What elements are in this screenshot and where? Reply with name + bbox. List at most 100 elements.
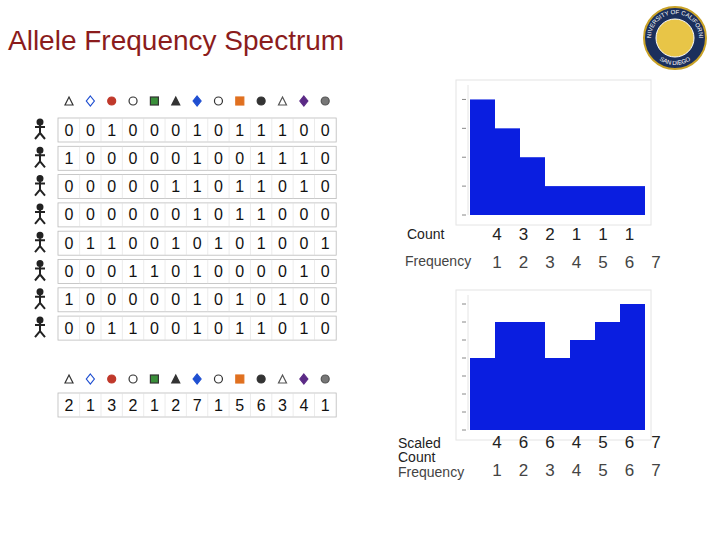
cell-border <box>101 118 102 142</box>
genotype: 1 <box>193 122 202 139</box>
person-head <box>38 204 43 209</box>
genotype: 0 <box>257 263 266 280</box>
genotype: 0 <box>321 320 330 337</box>
genotype: 1 <box>150 263 159 280</box>
count: 1 <box>572 225 581 244</box>
cell-border <box>207 260 208 284</box>
cell-border <box>250 203 251 227</box>
person-icon <box>35 233 45 253</box>
cell-border <box>165 393 166 417</box>
genotype: 0 <box>65 320 74 337</box>
sums-row <box>58 393 336 417</box>
cell-border <box>229 231 230 255</box>
frequency: 2 <box>519 253 528 272</box>
genotype: 1 <box>193 320 202 337</box>
cell-border <box>186 393 187 417</box>
genotype: 0 <box>129 150 138 167</box>
cell-border <box>229 260 230 284</box>
cell-border <box>143 118 144 142</box>
genotype: 1 <box>107 320 116 337</box>
cell-border <box>250 316 251 340</box>
snp-symbol <box>108 375 116 383</box>
genotype: 1 <box>65 291 74 308</box>
cell-border <box>122 175 123 199</box>
column-sum: 1 <box>150 397 159 414</box>
genotype: 1 <box>214 235 223 252</box>
genotype: 0 <box>150 235 159 252</box>
matrix-row <box>58 203 336 227</box>
column-sum: 5 <box>235 397 244 414</box>
person-head <box>38 120 43 125</box>
cell-border <box>229 316 230 340</box>
bar <box>470 358 495 430</box>
person-head <box>38 261 43 266</box>
genotype: 0 <box>65 122 74 139</box>
genotype: 0 <box>214 291 223 308</box>
genotype: 0 <box>278 235 287 252</box>
cell-border <box>314 175 315 199</box>
cell-border <box>314 231 315 255</box>
scaled-count: 7 <box>651 433 660 452</box>
cell-border <box>143 175 144 199</box>
cell-border <box>143 393 144 417</box>
genotype: 0 <box>65 206 74 223</box>
genotype: 1 <box>257 150 266 167</box>
genotype: 1 <box>193 291 202 308</box>
cell-border <box>165 260 166 284</box>
y-tick <box>462 215 466 216</box>
snp-symbol <box>279 97 287 105</box>
cell-border <box>293 118 294 142</box>
genotype: 0 <box>86 206 95 223</box>
column-sum: 6 <box>257 397 266 414</box>
cell-border <box>229 203 230 227</box>
snp-symbol <box>129 375 137 383</box>
genotype: 0 <box>214 206 223 223</box>
bar <box>495 128 520 215</box>
cell-border <box>143 260 144 284</box>
cell-border <box>101 260 102 284</box>
frequency: 7 <box>651 461 660 480</box>
snp-symbol <box>65 97 73 105</box>
scaled-count: 5 <box>598 433 607 452</box>
cell-border <box>250 175 251 199</box>
frequency: 1 <box>492 253 501 272</box>
cell-border <box>229 146 230 170</box>
row-label: Frequency <box>398 464 464 480</box>
genotype: 0 <box>150 178 159 195</box>
cell-border <box>186 203 187 227</box>
matrix-row <box>58 146 336 170</box>
y-tick <box>462 376 466 377</box>
column-sum: 1 <box>214 397 223 414</box>
genotype: 0 <box>86 263 95 280</box>
frequency: 3 <box>545 253 554 272</box>
y-tick <box>462 304 466 305</box>
snp-footer <box>65 374 329 384</box>
snp-symbol <box>214 375 222 383</box>
genotype: 1 <box>299 150 308 167</box>
cell-border <box>79 231 80 255</box>
cell-border <box>271 288 272 312</box>
bar <box>545 186 570 215</box>
count: 1 <box>625 225 634 244</box>
person-body <box>35 238 45 252</box>
genotype: 1 <box>65 150 74 167</box>
genotype: 1 <box>235 122 244 139</box>
matrix-row <box>58 175 336 199</box>
genotype: 0 <box>129 291 138 308</box>
genotype: 0 <box>235 235 244 252</box>
genotype: 0 <box>107 263 116 280</box>
snp-symbol <box>65 375 73 383</box>
cell-border <box>101 288 102 312</box>
cell-border <box>122 231 123 255</box>
snp-symbol <box>150 375 158 383</box>
frequency: 4 <box>572 253 581 272</box>
row-label: Frequency <box>405 253 471 269</box>
genotype: 0 <box>299 206 308 223</box>
genotype: 1 <box>235 320 244 337</box>
genotype: 0 <box>321 122 330 139</box>
genotype: 0 <box>86 122 95 139</box>
genotype: 1 <box>193 150 202 167</box>
genotype: 0 <box>129 178 138 195</box>
genotype: 0 <box>171 320 180 337</box>
cell-border <box>271 260 272 284</box>
